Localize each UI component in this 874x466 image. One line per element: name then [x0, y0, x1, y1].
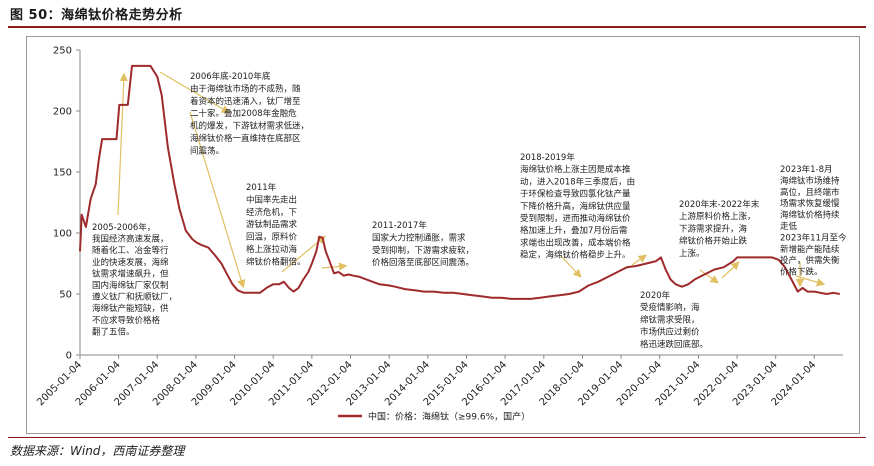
annotation-line: 受到抑制，下游需求疲软， [372, 245, 474, 256]
annotation-line: 机的爆发，下游钛材需求低迷， [190, 121, 309, 132]
annotation-line: 中国率先走出 [246, 194, 297, 205]
annotation-line: 价格下跌。 [780, 267, 823, 278]
annotation-arrow [189, 111, 246, 289]
annotation-line: 海绵钛价格一直维持在底部区 [190, 133, 301, 144]
annotation-line: 业的快速发展，海绵 [92, 257, 169, 268]
annotation-line: 稳定，海绵钛价格稳步上升。 [520, 250, 631, 261]
annotation-block: 2020年末-2022年末上游原料价格上涨，下游需求提升，海绵钛价格开始止跌上涨… [679, 199, 760, 259]
annotation-line: 国内海绵钛厂家仅制 [92, 280, 169, 291]
annotation-line: 格上涨拉动海 [246, 244, 298, 255]
annotation-arrow [159, 71, 231, 114]
annotation-arrow [559, 254, 582, 278]
annotation-line: 国家大力控制通胀，需求 [372, 232, 466, 243]
annotation-line: 由于海绵钛市场的不成熟，随 [190, 83, 301, 94]
annotation-line: 遵义钛厂和抚顺钛厂， [92, 292, 177, 303]
y-tick-label: 0 [66, 351, 72, 362]
annotation-line: 绵钛价格开始止跌 [679, 236, 748, 247]
annotation-line: 游钛制品需求 [246, 219, 298, 230]
annotation-line: 价格回落至底部区间震荡。 [372, 257, 474, 268]
annotation-line: 2018-2019年 [520, 152, 575, 163]
annotation-line: 格加速上升，叠加7月份后需 [520, 225, 627, 236]
source-note: 数据来源：Wind，西南证券整理 [10, 444, 185, 458]
legend-label: 中国：价格：海绵钛（≥99.6%，国产） [368, 411, 530, 423]
series-line [79, 64, 840, 300]
annotation-arrow [721, 261, 740, 279]
annotation-line: 不应求导致价格格 [92, 315, 161, 326]
annotation-line: 海绵钛产能短缺，供 [92, 303, 169, 314]
annotation-line: 场需求恢复缓慢 [780, 198, 840, 209]
annotation-line: 上游原料价格上涨， [679, 211, 756, 222]
y-tick-label: 100 [53, 229, 72, 240]
annotation-line: 着资本的迅速涌入，钛厂增至 [190, 96, 301, 107]
annotation-line: 回温，原料价 [246, 232, 298, 243]
annotation-line: 间震荡。 [190, 145, 224, 156]
annotation-arrow [321, 262, 348, 271]
y-tick-label: 50 [59, 290, 72, 301]
annotation-line: 2020年 [640, 290, 671, 301]
annotation-line: 受疫情影响，海 [640, 302, 700, 313]
annotation-arrow [281, 235, 326, 273]
annotation-line: 2005-2006年， [92, 222, 155, 233]
annotation-line: 2023年1-8月 [780, 164, 833, 175]
chart-frame [26, 36, 860, 434]
annotation-line: 下降价格升高，海绵钛供应量 [520, 201, 631, 212]
annotation-line: 2011年 [246, 182, 277, 193]
y-tick-label: 250 [53, 46, 72, 57]
annotation-line: 走低 [780, 221, 798, 232]
annotation-line: 经济危机，下 [246, 207, 298, 218]
source-rule [8, 437, 866, 438]
annotation-block: 2011-2017年国家大力控制通胀，需求受到抑制，下游需求疲软，价格回落至底部… [372, 220, 474, 268]
annotation-line: 新增能产能陆续 [780, 244, 840, 255]
annotation-line: 海绵钛价格持续 [780, 210, 840, 221]
annotation-line: 高位，且终端市 [780, 187, 840, 198]
annotation-line: 受到限制，进而推动海绵钛价 [520, 213, 631, 224]
annotation-block: 2011年中国率先走出经济危机，下游钛制品需求回温，原料价格上涨拉动海绵钛价格翻… [246, 182, 306, 267]
annotation-line: 于环保检查导致四氯化钛产量 [520, 189, 631, 200]
annotation-line: 求端也出现改善，成本端价格 [520, 237, 631, 248]
annotation-line: 海绵钛市场维持 [780, 175, 840, 186]
annotation-line: 随着化工、冶金等行 [92, 245, 169, 256]
annotation-block: 2005-2006年，我国经济高速发展，随着化工、冶金等行业的快速发展，海绵钛需… [92, 222, 177, 337]
annotation-line: 2023年11月至今 [780, 232, 847, 243]
annotation-line: 2011-2017年 [372, 220, 427, 231]
annotation-arrow [631, 254, 647, 266]
annotation-line: 格迅速跌回底部。 [640, 339, 708, 350]
annotation-line: 市场供应过剩价 [640, 327, 700, 338]
annotation-line: 钛需求增速飙升，但 [92, 268, 169, 279]
annotation-line: 2020年末-2022年末 [679, 199, 760, 210]
annotation-block: 2020年受疫情影响，海绵钛需求受限， 市场供应过剩价格迅速跌回底部。 [640, 290, 708, 350]
annotation-arrow [795, 275, 826, 287]
annotation-block: 2018-2019年海绵钛价格上涨主因是成本推动，进入2018年三季度后，由于环… [520, 152, 635, 261]
y-tick-label: 200 [53, 107, 72, 118]
annotation-line: 我国经济高速发展， [92, 234, 169, 245]
annotation-line: 投产，供需失衡 [780, 255, 840, 266]
annotation-arrow [699, 269, 719, 284]
annotation-line: 下游需求提升，海 [679, 223, 748, 234]
annotation-line: 2006年底-2010年底 [190, 71, 271, 82]
y-tick-label: 150 [53, 168, 72, 179]
annotation-line: 二十家。叠加2008年金融危 [190, 108, 297, 119]
figure-title: 图 50：海绵钛价格走势分析 [10, 8, 183, 23]
annotation-line: 上涨。 [679, 248, 705, 259]
annotation-block: 2023年1-8月海绵钛市场维持高位，且终端市场需求恢复缓慢海绵钛价格持续走低 2… [780, 164, 847, 278]
title-rule [8, 26, 866, 28]
annotation-arrow [117, 72, 128, 216]
annotation-line: 绵钛价格翻倍。 [246, 256, 306, 267]
annotation-block: 2006年底-2010年底由于海绵钛市场的不成熟，随着资本的迅速涌入，钛厂增至二… [190, 71, 309, 156]
annotation-line: 翻了五倍。 [92, 326, 135, 337]
annotation-line: 动，进入2018年三季度后，由 [520, 176, 635, 187]
annotation-line: 绵钛需求受限， [640, 314, 700, 325]
annotation-line: 海绵钛价格上涨主因是成本推 [520, 164, 631, 175]
